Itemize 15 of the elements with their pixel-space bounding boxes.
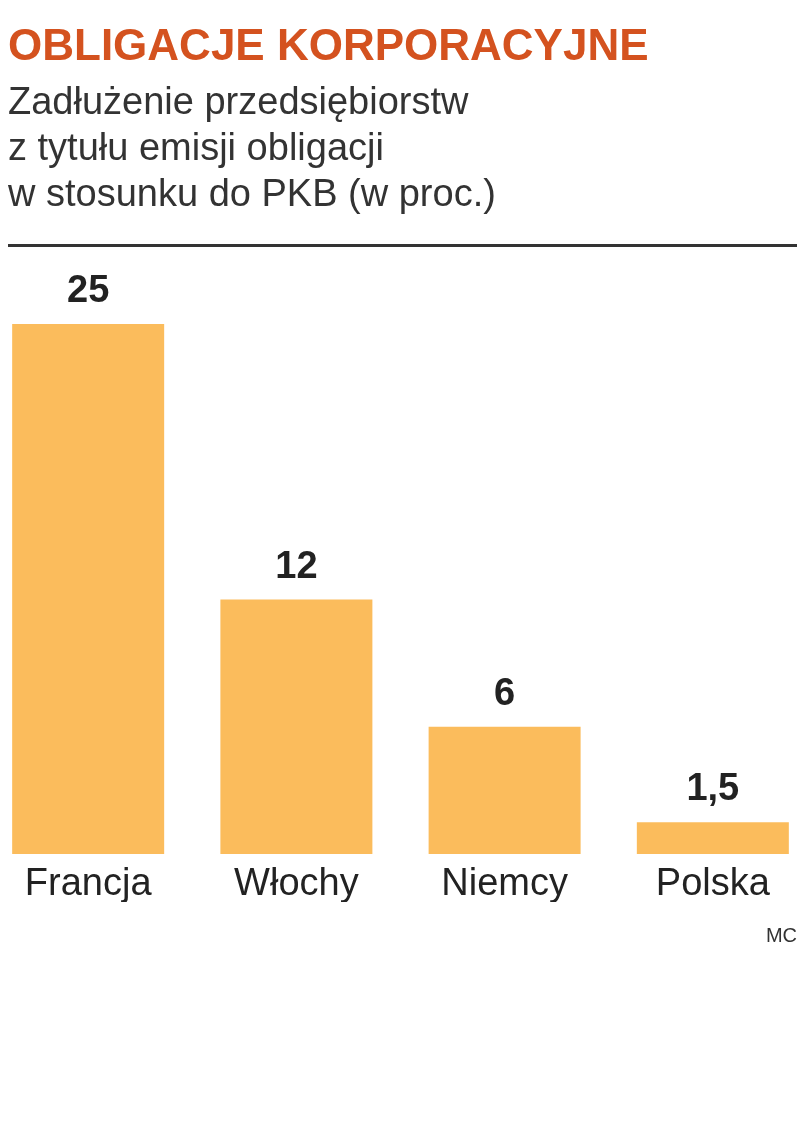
data-label: 25 (67, 268, 110, 310)
bar (636, 822, 789, 854)
x-tick-label: Polska (655, 860, 771, 903)
x-tick-label: Włochy (234, 860, 359, 903)
x-tick-label: Francja (24, 860, 153, 903)
bar (12, 324, 165, 854)
bar (220, 599, 373, 854)
bar (428, 726, 581, 854)
x-tick-label: Niemcy (441, 860, 568, 903)
data-label: 1,5 (686, 766, 740, 809)
text: MC (764, 924, 797, 947)
chart-title: OBLIGACJE KORPORACYJNE (8, 19, 650, 71)
data-label: 12 (275, 543, 318, 586)
chart-subtitle: Zadłużenie przedsiębiorstw z tytułu emisji obligacji w stosunku do PKB (w proc.) (8, 79, 497, 216)
data-label: 6 (494, 670, 516, 713)
